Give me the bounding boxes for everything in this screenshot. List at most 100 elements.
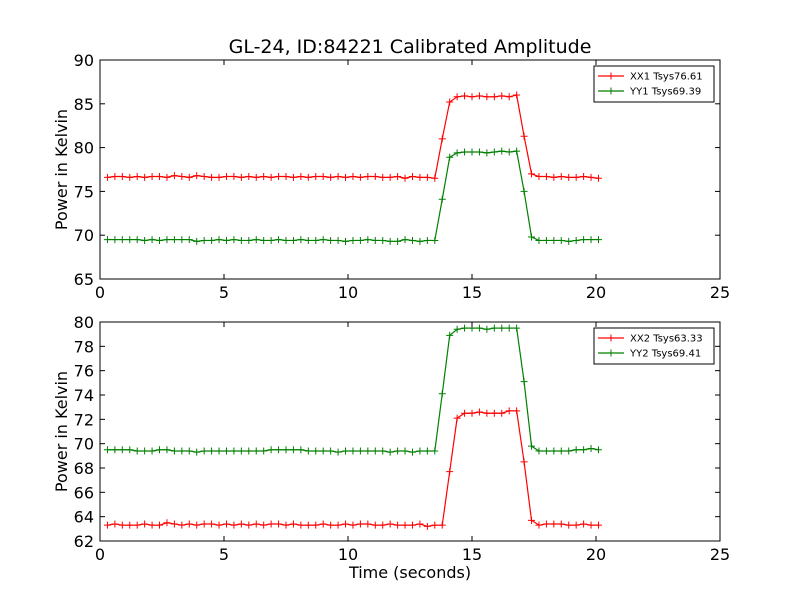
data-point <box>498 147 506 155</box>
legend-label: YY1 Tsys69.39 <box>629 87 701 98</box>
data-point <box>163 446 171 454</box>
x-tick-label: 15 <box>462 283 482 302</box>
data-point <box>289 520 297 528</box>
data-point <box>148 521 156 529</box>
legend-label: XX1 Tsys76.61 <box>630 72 703 83</box>
x-axis-label: Time (seconds) <box>348 563 471 582</box>
data-point <box>312 521 320 529</box>
data-point <box>215 521 223 529</box>
data-point <box>394 173 402 181</box>
data-point <box>282 521 290 529</box>
data-point <box>557 173 565 181</box>
x-tick-label: 20 <box>586 545 606 564</box>
data-point <box>275 520 283 528</box>
series-2 <box>103 147 602 245</box>
legend-label: XX2 Tsys63.33 <box>630 334 703 345</box>
data-point <box>528 516 536 524</box>
data-point <box>423 522 431 530</box>
data-point <box>185 520 193 528</box>
data-point <box>594 236 602 244</box>
y-tick-label: 66 <box>74 483 94 502</box>
data-point <box>178 447 186 455</box>
data-point <box>520 458 528 466</box>
data-point <box>468 93 476 101</box>
data-point <box>178 521 186 529</box>
data-point <box>565 237 573 245</box>
y-tick-label: 65 <box>74 270 94 289</box>
data-point <box>319 447 327 455</box>
data-point <box>542 236 550 244</box>
y-tick-label: 70 <box>74 435 94 454</box>
data-point <box>453 325 461 333</box>
data-point <box>535 521 543 529</box>
data-point <box>572 446 580 454</box>
data-point <box>349 173 357 181</box>
legend: XX1 Tsys76.61 YY1 Tsys69.39 <box>593 65 715 103</box>
data-point <box>200 447 208 455</box>
data-point <box>379 447 387 455</box>
data-point <box>185 173 193 181</box>
data-point <box>275 236 283 244</box>
legend-box <box>593 327 715 365</box>
data-point <box>245 236 253 244</box>
data-point <box>565 173 573 181</box>
data-point <box>111 446 119 454</box>
data-point <box>245 521 253 529</box>
data-point <box>446 153 454 161</box>
data-point <box>550 447 558 455</box>
data-point <box>587 236 595 244</box>
data-point <box>126 446 134 454</box>
data-point <box>334 521 342 529</box>
data-point <box>431 521 439 529</box>
data-point <box>528 233 536 241</box>
data-point <box>364 236 372 244</box>
data-point <box>334 236 342 244</box>
series-1 <box>103 407 602 530</box>
data-point <box>111 236 119 244</box>
data-point <box>297 173 305 181</box>
data-point <box>401 236 409 244</box>
y-tick-label: 90 <box>74 51 94 70</box>
data-point <box>282 236 290 244</box>
data-point <box>133 521 141 529</box>
data-point <box>334 173 342 181</box>
data-point <box>200 520 208 528</box>
y-axis-label: Power in Kelvin <box>52 109 71 230</box>
data-point <box>148 447 156 455</box>
data-point <box>193 172 201 180</box>
data-point <box>126 173 134 181</box>
y-tick-label: 70 <box>74 226 94 245</box>
legend-label: YY2 Tsys69.41 <box>629 349 701 360</box>
data-point <box>505 407 513 415</box>
data-point <box>148 236 156 244</box>
data-point <box>371 447 379 455</box>
data-point <box>156 446 164 454</box>
legend-marker <box>607 349 615 357</box>
data-point <box>319 236 327 244</box>
data-point <box>408 448 416 456</box>
legend-box <box>593 65 715 103</box>
data-point <box>148 173 156 181</box>
data-point <box>520 132 528 140</box>
data-point <box>401 174 409 182</box>
data-point <box>103 446 111 454</box>
data-point <box>267 520 275 528</box>
data-point <box>408 173 416 181</box>
data-point <box>133 447 141 455</box>
data-point <box>260 447 268 455</box>
y-tick-label: 75 <box>74 182 94 201</box>
data-point <box>356 236 364 244</box>
data-point <box>163 519 171 527</box>
data-point <box>327 236 335 244</box>
data-point <box>453 149 461 157</box>
data-point <box>245 447 253 455</box>
data-point <box>468 148 476 156</box>
data-point <box>594 446 602 454</box>
data-point <box>416 173 424 181</box>
data-point <box>304 447 312 455</box>
data-point <box>356 447 364 455</box>
y-tick-label: 85 <box>74 95 94 114</box>
data-point <box>356 520 364 528</box>
data-point <box>297 236 305 244</box>
data-point <box>267 236 275 244</box>
